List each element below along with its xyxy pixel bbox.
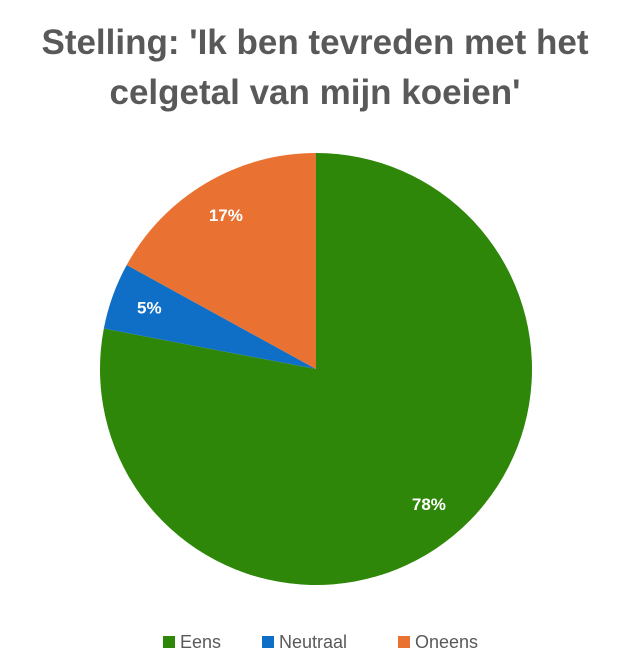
legend-swatch bbox=[262, 636, 274, 648]
pie-slice bbox=[126, 153, 316, 369]
legend-swatch bbox=[398, 636, 410, 648]
value-label: 5% bbox=[137, 298, 162, 317]
legend-swatch bbox=[163, 636, 175, 648]
legend-label: Eens bbox=[180, 632, 221, 652]
legend-label: Oneens bbox=[415, 632, 478, 652]
chart-title: Stelling: 'Ik ben tevreden met het celge… bbox=[41, 23, 589, 112]
legend-label: Neutraal bbox=[279, 632, 347, 652]
value-label: 78% bbox=[412, 495, 446, 514]
value-label: 17% bbox=[209, 206, 243, 225]
pie-slice bbox=[103, 264, 316, 369]
